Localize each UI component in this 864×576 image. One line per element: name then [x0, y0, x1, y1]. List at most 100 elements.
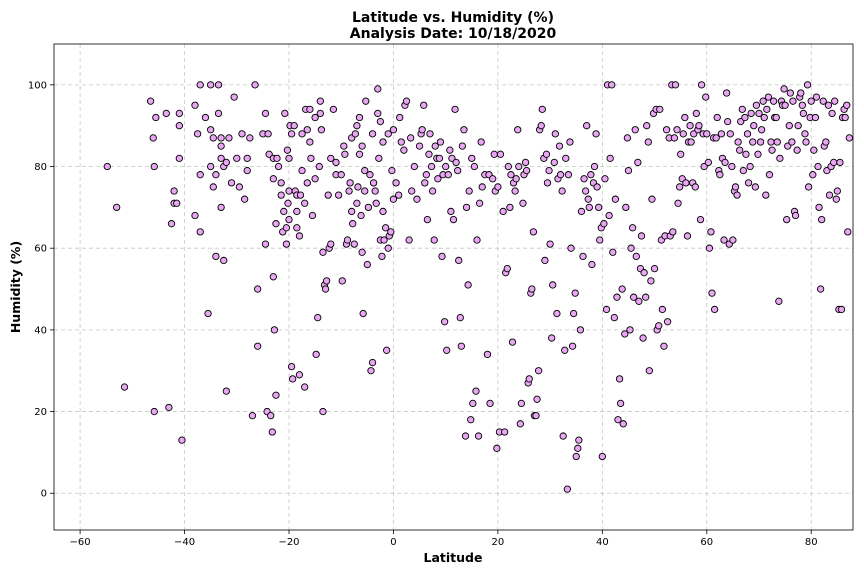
data-point — [809, 171, 817, 179]
data-point — [261, 109, 270, 118]
data-point — [464, 281, 472, 289]
data-point — [660, 342, 668, 350]
data-point — [742, 150, 750, 158]
data-point — [522, 166, 531, 175]
data-point — [722, 89, 731, 97]
data-point — [381, 224, 390, 232]
data-point — [529, 228, 538, 236]
data-point — [751, 183, 759, 191]
x-axis-label: Latitude — [424, 550, 483, 565]
data-point — [532, 411, 540, 420]
data-point — [830, 158, 838, 167]
data-point — [367, 367, 375, 375]
data-point — [559, 432, 567, 440]
data-point — [296, 191, 305, 199]
data-point — [474, 432, 483, 440]
data-point — [348, 207, 356, 216]
data-point — [592, 130, 600, 138]
data-point — [776, 154, 784, 163]
data-point — [354, 183, 362, 191]
data-point — [579, 252, 587, 261]
data-point — [368, 130, 377, 138]
data-point — [675, 183, 684, 191]
data-point — [738, 105, 746, 113]
data-point — [316, 109, 324, 118]
data-point — [246, 134, 254, 142]
data-point — [534, 367, 543, 375]
data-point — [368, 358, 377, 367]
data-point — [775, 297, 783, 305]
data-point — [822, 138, 830, 146]
data-point — [794, 122, 802, 130]
data-point — [739, 166, 747, 175]
data-point — [710, 305, 719, 314]
data-point — [442, 162, 450, 171]
data-point — [120, 383, 129, 391]
data-point — [306, 138, 314, 146]
data-point — [355, 150, 364, 158]
data-point — [720, 236, 728, 244]
data-point — [293, 224, 301, 232]
data-point — [670, 134, 679, 142]
data-point — [277, 179, 285, 187]
data-point — [810, 146, 818, 154]
data-point — [374, 109, 382, 118]
data-point — [765, 171, 774, 179]
data-point — [648, 195, 656, 203]
data-point — [581, 187, 590, 195]
data-point — [230, 93, 238, 101]
data-point — [643, 122, 651, 130]
data-point — [201, 113, 210, 122]
data-point — [642, 293, 650, 301]
data-point — [340, 142, 348, 150]
data-point — [395, 191, 403, 199]
data-point — [397, 138, 405, 146]
data-point — [285, 187, 293, 195]
data-point — [267, 411, 275, 420]
data-point — [576, 326, 585, 334]
data-point — [562, 154, 570, 163]
data-point — [504, 162, 512, 171]
data-point — [563, 485, 571, 493]
data-point — [815, 203, 823, 212]
data-point — [350, 240, 358, 248]
data-point — [650, 264, 659, 273]
data-point — [728, 162, 736, 171]
data-point — [512, 175, 520, 183]
data-point — [610, 313, 618, 322]
data-point — [493, 444, 501, 452]
data-point — [655, 322, 663, 330]
data-point — [635, 297, 643, 305]
data-point — [596, 236, 604, 244]
data-point — [303, 126, 311, 134]
data-point — [451, 105, 459, 113]
data-point — [413, 195, 421, 203]
data-point — [428, 187, 437, 195]
data-point — [332, 158, 340, 167]
data-point — [818, 215, 826, 224]
data-point — [609, 248, 617, 256]
data-point — [574, 444, 582, 452]
data-point — [489, 175, 497, 183]
data-point — [314, 313, 322, 322]
y-axis-label: Humidity (%) — [8, 241, 23, 333]
data-point — [295, 232, 304, 240]
data-point — [426, 130, 434, 138]
data-point — [613, 293, 621, 301]
data-point — [501, 428, 509, 436]
data-point — [593, 183, 601, 191]
chart-title: Latitude vs. Humidity (%) — [352, 10, 554, 26]
data-point — [269, 273, 277, 281]
data-point — [452, 158, 460, 167]
data-point — [389, 126, 398, 134]
data-point — [361, 187, 369, 195]
data-point — [290, 122, 298, 130]
data-point — [583, 122, 591, 130]
data-point — [170, 187, 178, 195]
data-point — [627, 244, 635, 252]
data-point — [402, 97, 411, 105]
data-point — [434, 175, 442, 183]
data-point — [152, 113, 160, 122]
x-tick-label: −40 — [174, 537, 195, 548]
